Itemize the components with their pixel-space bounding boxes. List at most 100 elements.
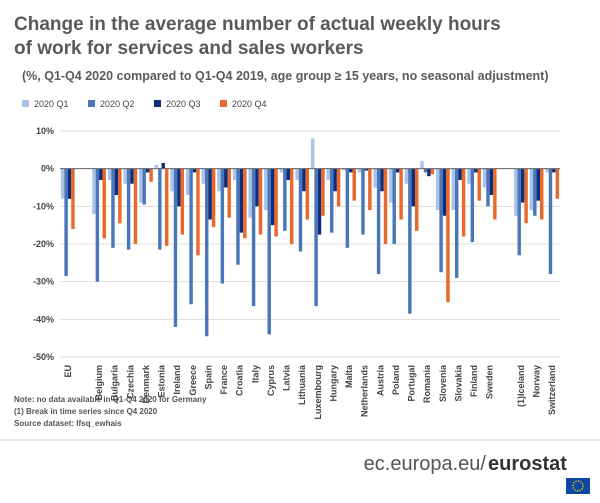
bar xyxy=(118,168,122,224)
bar xyxy=(336,168,341,207)
y-tick-label: 0% xyxy=(41,164,54,174)
note: Note: no data available in Q1-Q4 2020 fo… xyxy=(14,395,207,404)
bar xyxy=(389,168,393,203)
bar xyxy=(310,138,315,169)
y-tick-label: -20% xyxy=(33,239,54,249)
bar xyxy=(133,168,138,244)
bar xyxy=(517,168,521,256)
chart-subtitle: (%, Q1-Q4 2020 compared to Q1-Q4 2019, a… xyxy=(22,69,549,83)
x-tick-label: Portugal xyxy=(407,365,417,402)
bar xyxy=(321,168,325,216)
eu-flag xyxy=(566,478,590,494)
bar xyxy=(540,168,544,220)
bar xyxy=(529,168,534,211)
bar xyxy=(314,168,318,307)
bar xyxy=(126,168,131,250)
bar xyxy=(177,168,181,207)
bar xyxy=(380,168,384,192)
bar xyxy=(427,168,431,177)
x-tick-label: Finland xyxy=(469,365,479,397)
bar xyxy=(270,168,275,226)
bar xyxy=(130,168,134,184)
bar xyxy=(514,168,518,216)
bar xyxy=(192,168,197,173)
bar xyxy=(142,168,146,205)
chart-title: Change in the average number of actual w… xyxy=(14,14,501,35)
bar xyxy=(415,168,419,231)
bar xyxy=(442,168,447,216)
bar xyxy=(224,168,228,188)
bar xyxy=(533,168,537,216)
note: (1) Break in time series since Q4 2020 xyxy=(14,407,158,416)
bar xyxy=(201,168,205,184)
x-tick-label: EU xyxy=(63,365,73,378)
bar xyxy=(395,168,400,173)
bar xyxy=(474,168,478,173)
bar xyxy=(520,168,525,203)
bar xyxy=(67,168,72,199)
bar xyxy=(161,163,165,169)
legend-swatch xyxy=(220,100,227,107)
bar xyxy=(399,168,403,220)
footer-url: ec.europa.eu/ xyxy=(364,453,487,475)
bar xyxy=(239,168,244,233)
bar xyxy=(333,168,337,192)
bar xyxy=(458,168,462,180)
x-tick-label: Ireland xyxy=(172,365,182,395)
bar xyxy=(196,168,200,256)
bar xyxy=(92,168,96,214)
bar xyxy=(330,168,334,233)
bar xyxy=(493,168,497,220)
bar xyxy=(404,168,409,184)
bar xyxy=(392,168,396,244)
bar xyxy=(95,168,100,282)
bar xyxy=(383,168,388,244)
bar xyxy=(145,168,150,173)
legend-swatch xyxy=(22,100,29,107)
bar xyxy=(305,168,310,220)
x-tick-label: Malta xyxy=(344,364,354,388)
y-tick-label: 10% xyxy=(36,126,54,136)
bar xyxy=(208,168,212,220)
bar xyxy=(302,168,306,192)
bar xyxy=(286,168,290,180)
bar xyxy=(357,168,362,173)
bar xyxy=(345,168,350,248)
eu-stars xyxy=(572,480,584,492)
x-tick-label: Czechia xyxy=(125,364,135,399)
bar xyxy=(461,168,466,237)
bar xyxy=(189,168,193,305)
bar xyxy=(451,168,455,211)
bar xyxy=(283,168,287,231)
x-tick-label: Bulgaria xyxy=(110,364,120,401)
bar xyxy=(408,168,412,314)
bar xyxy=(349,168,353,173)
x-tick-label: Switzerland xyxy=(547,365,557,415)
bar xyxy=(342,168,346,171)
bar xyxy=(185,168,190,196)
bar xyxy=(361,168,365,235)
bar xyxy=(486,168,490,207)
x-tick-label: Austria xyxy=(375,364,385,396)
x-tick-label: Italy xyxy=(250,365,260,383)
bar xyxy=(180,168,185,235)
bar xyxy=(368,168,372,211)
y-tick-label: -50% xyxy=(33,352,54,362)
bar xyxy=(107,168,112,180)
bar xyxy=(165,168,169,246)
legend-label: 2020 Q2 xyxy=(100,99,135,109)
x-tick-label: Belgium xyxy=(94,365,104,401)
bar xyxy=(552,168,556,173)
bar xyxy=(154,164,159,169)
bar xyxy=(248,168,252,218)
bar xyxy=(170,168,174,192)
bar xyxy=(467,168,471,184)
bar xyxy=(267,168,271,335)
bar xyxy=(64,168,68,277)
bar xyxy=(123,168,127,184)
bar xyxy=(411,168,415,207)
bar xyxy=(111,168,115,248)
bar xyxy=(290,168,294,244)
x-tick-label: Lithuania xyxy=(297,364,307,405)
chart-title: of work for services and sales workers xyxy=(14,38,364,59)
